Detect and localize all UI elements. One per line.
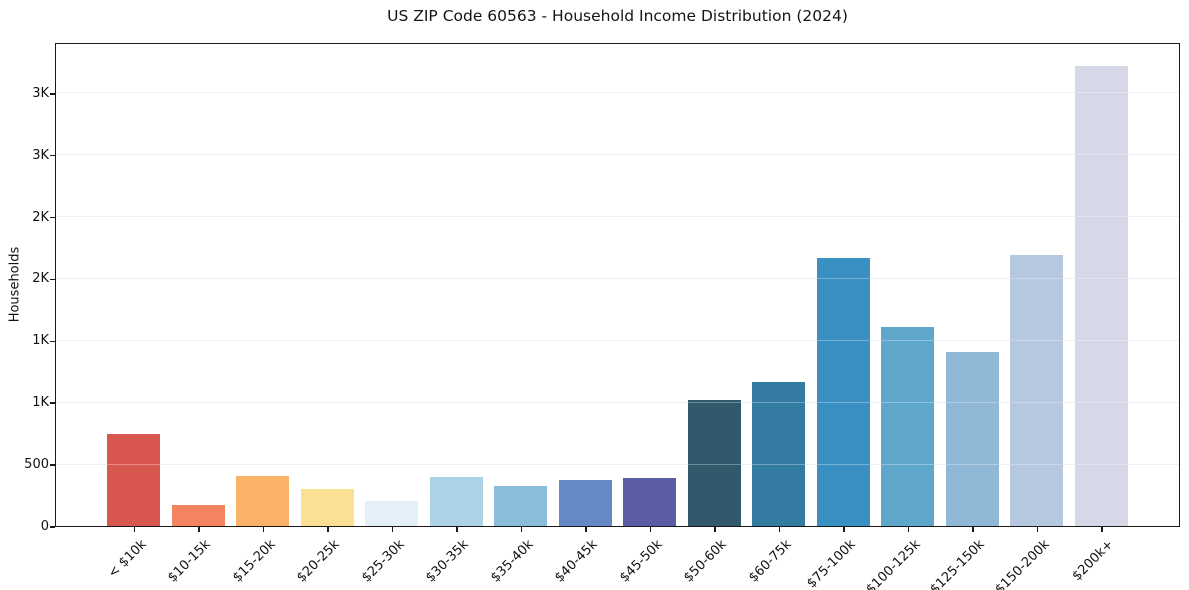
gridline bbox=[56, 154, 1179, 156]
bar--200k+ bbox=[1074, 65, 1128, 526]
y-tick-label: 2K bbox=[32, 209, 49, 225]
bar--125-150k bbox=[945, 352, 999, 526]
x-tick-label: < $10k bbox=[105, 537, 150, 582]
y-tick-mark bbox=[50, 402, 55, 404]
bar--45-50k bbox=[623, 478, 677, 526]
gridline-overlay bbox=[56, 154, 1179, 156]
x-tick-mark bbox=[1036, 527, 1039, 532]
bar--75-100k bbox=[816, 258, 870, 526]
x-tick-mark bbox=[649, 527, 652, 532]
bar--40-45k bbox=[558, 479, 612, 526]
chart-title: US ZIP Code 60563 - Household Income Dis… bbox=[387, 7, 848, 25]
x-tick-label: $25-30k bbox=[358, 537, 408, 586]
x-tick-mark bbox=[133, 527, 136, 532]
x-tick-label: $10-15k bbox=[165, 537, 214, 586]
x-tick-mark bbox=[907, 527, 910, 532]
bar--25-30k bbox=[365, 501, 419, 526]
y-tick-mark bbox=[50, 216, 55, 219]
bar--100-125k bbox=[881, 326, 935, 526]
gridline-overlay bbox=[56, 463, 1179, 465]
x-tick-mark bbox=[391, 527, 394, 532]
gridline-overlay bbox=[56, 92, 1179, 94]
bar--10k bbox=[107, 434, 161, 526]
y-tick-mark bbox=[50, 464, 55, 466]
x-tick-mark bbox=[262, 527, 265, 532]
x-tick-mark bbox=[972, 527, 974, 532]
gridline bbox=[56, 277, 1179, 279]
x-tick-label: $45-50k bbox=[616, 537, 666, 586]
y-tick-label: 500 bbox=[24, 457, 49, 473]
bar--35-40k bbox=[494, 486, 548, 526]
x-tick-label: $15-20k bbox=[229, 537, 279, 586]
y-tick-label: 3K bbox=[32, 85, 49, 101]
x-tick-mark bbox=[714, 527, 716, 532]
bar--30-35k bbox=[429, 477, 483, 526]
x-tick-label: $20-25k bbox=[294, 537, 343, 586]
x-tick-mark bbox=[778, 527, 781, 532]
plot-area bbox=[55, 43, 1180, 527]
gridline-overlay bbox=[56, 401, 1179, 403]
gridline-overlay bbox=[56, 216, 1179, 218]
y-tick-mark bbox=[50, 92, 55, 95]
x-tick-label: $30-35k bbox=[423, 537, 472, 586]
y-tick-mark bbox=[50, 278, 55, 281]
y-tick-label: 1K bbox=[32, 333, 49, 349]
bar--10-15k bbox=[171, 504, 225, 526]
x-tick-mark bbox=[843, 527, 845, 532]
bar--60-75k bbox=[752, 381, 806, 526]
gridline-overlay bbox=[56, 339, 1179, 341]
x-tick-mark bbox=[456, 527, 458, 532]
y-tick-label: 0 bbox=[40, 519, 49, 534]
gridline bbox=[56, 92, 1179, 94]
x-tick-mark bbox=[1101, 527, 1103, 532]
bar--50-60k bbox=[687, 399, 741, 526]
x-tick-label: $35-40k bbox=[487, 537, 537, 586]
x-tick-label: $150-200k bbox=[991, 537, 1053, 590]
x-tick-mark bbox=[585, 527, 587, 532]
x-tick-label: $50-60k bbox=[681, 537, 730, 586]
bar--15-20k bbox=[236, 475, 290, 526]
x-tick-label: $75-100k bbox=[804, 537, 859, 590]
y-tick-label: 1K bbox=[32, 395, 49, 411]
y-tick-mark bbox=[50, 340, 55, 343]
gridline bbox=[56, 216, 1179, 218]
gridline bbox=[56, 401, 1179, 403]
x-tick-label: $125-150k bbox=[927, 537, 988, 590]
x-tick-mark bbox=[198, 527, 200, 532]
x-tick-label: $40-45k bbox=[552, 537, 601, 586]
x-tick-label: $100-125k bbox=[862, 537, 924, 590]
y-tick-label: 3K bbox=[32, 147, 49, 163]
x-tick-mark bbox=[520, 527, 523, 532]
gridline bbox=[56, 463, 1179, 465]
gridline bbox=[56, 339, 1179, 341]
x-tick-label: $200k+ bbox=[1069, 537, 1117, 585]
bar--20-25k bbox=[300, 488, 354, 526]
x-tick-label: $60-75k bbox=[745, 537, 795, 586]
x-tick-mark bbox=[327, 527, 329, 532]
bar--150-200k bbox=[1010, 254, 1064, 526]
y-tick-mark bbox=[50, 154, 55, 157]
y-tick-mark bbox=[50, 526, 55, 528]
y-tick-label: 2K bbox=[32, 271, 49, 287]
gridline-overlay bbox=[56, 277, 1179, 279]
